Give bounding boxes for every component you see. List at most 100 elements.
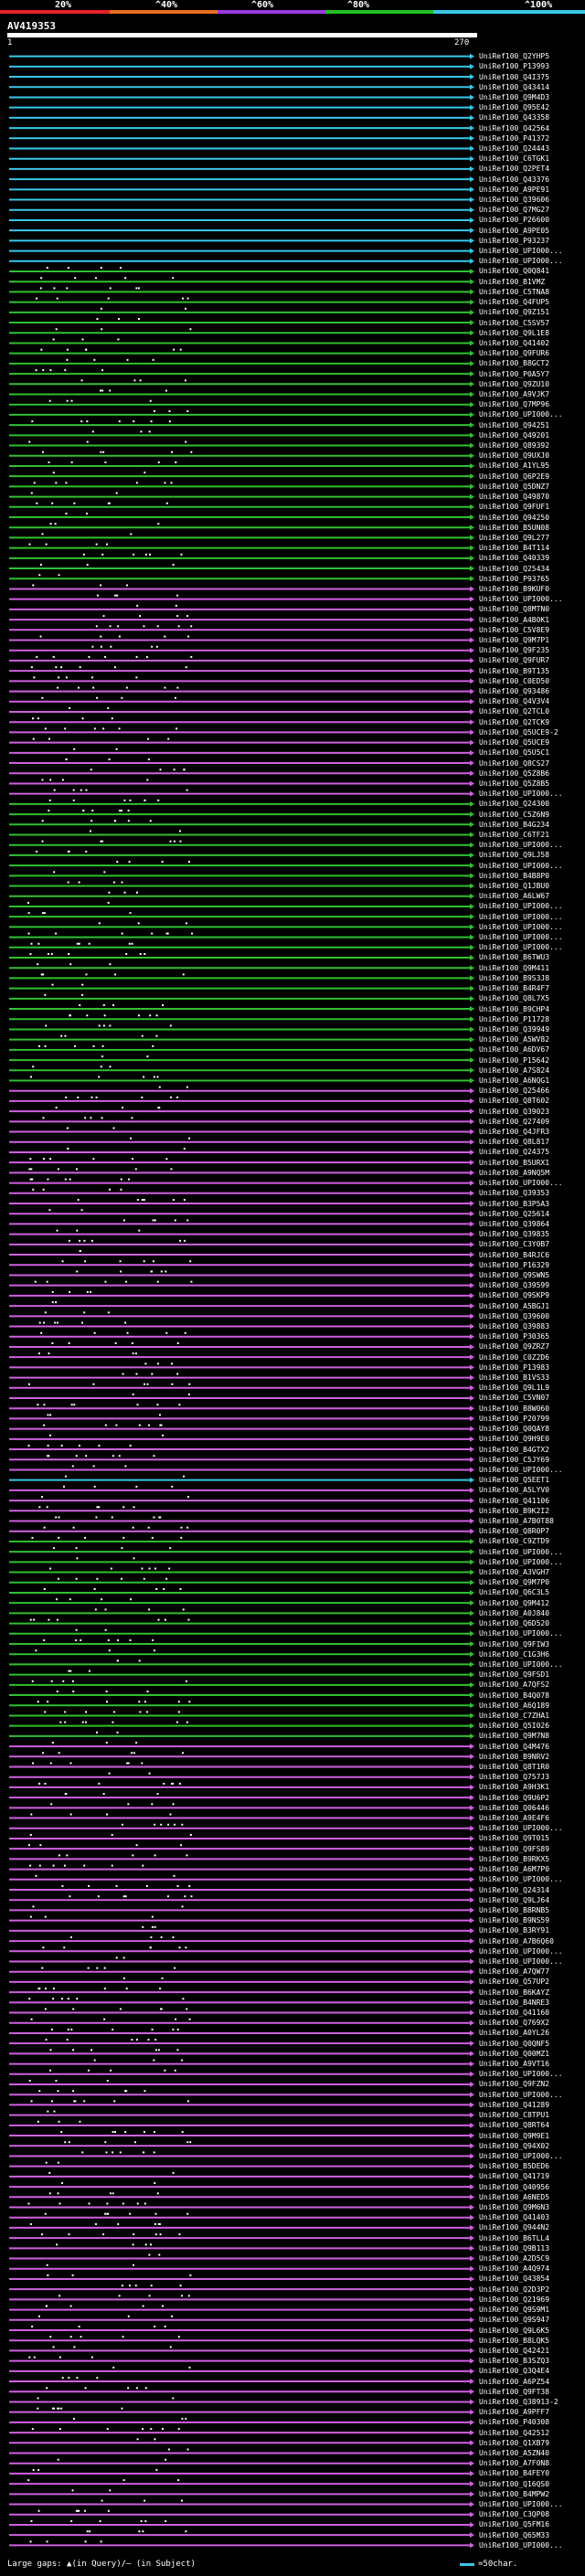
hit-label[interactable]: UniRef100_Q8R0P7 (479, 1527, 550, 1536)
hit-label[interactable]: UniRef100_B1VS33 (479, 1373, 550, 1383)
hit-label[interactable]: UniRef100_A9NQ5M (479, 1168, 550, 1177)
hit-label[interactable]: UniRef100_Q24314 (479, 1885, 550, 1894)
hit-label[interactable]: UniRef100_Q43376 (479, 175, 550, 184)
hit-label[interactable]: UniRef100_B4G234 (479, 820, 550, 829)
hit-label[interactable]: UniRef100_Q9ZU10 (479, 379, 550, 388)
hit-label[interactable]: UniRef100_Q16QS0 (479, 2479, 550, 2488)
hit-label[interactable]: UniRef100_UPI000... (479, 861, 563, 870)
hit-label[interactable]: UniRef100_B3P5A3 (479, 1199, 550, 1208)
hit-label[interactable]: UniRef100_C9ZTD9 (479, 1537, 550, 1546)
hit-label[interactable]: UniRef100_A9PE05 (479, 226, 550, 235)
hit-label[interactable]: UniRef100_Q8L7X5 (479, 994, 550, 1003)
hit-label[interactable]: UniRef100_Q25614 (479, 1209, 550, 1218)
hit-label[interactable]: UniRef100_Q8L817 (479, 1138, 550, 1147)
hit-label[interactable]: UniRef100_P11728 (479, 1014, 550, 1023)
hit-label[interactable]: UniRef100_Q9F235 (479, 646, 550, 655)
hit-label[interactable]: UniRef100_Q9FUF1 (479, 503, 550, 512)
hit-label[interactable]: UniRef100_B5DED6 (479, 2162, 550, 2171)
hit-label[interactable]: UniRef100_Q49870 (479, 493, 550, 502)
hit-label[interactable]: UniRef100_Q944N2 (479, 2223, 550, 2232)
hit-label[interactable]: UniRef100_A9VT16 (479, 2060, 550, 2069)
hit-label[interactable]: UniRef100_C5SV57 (479, 318, 550, 327)
hit-label[interactable]: UniRef100_B9CHP4 (479, 1004, 550, 1013)
hit-label[interactable]: UniRef100_Q24375 (479, 1148, 550, 1157)
hit-label[interactable]: UniRef100_Q9FZN2 (479, 2080, 550, 2089)
hit-label[interactable]: UniRef100_P40308 (479, 2418, 550, 2427)
hit-label[interactable]: UniRef100_Q2PET4 (479, 164, 550, 174)
hit-label[interactable]: UniRef100_UPI000... (479, 1179, 563, 1188)
hit-label[interactable]: UniRef100_Q5I026 (479, 1722, 550, 1731)
hit-label[interactable]: UniRef100_UPI000... (479, 912, 563, 921)
hit-label[interactable]: UniRef100_A6PZ54 (479, 2377, 550, 2386)
hit-label[interactable]: UniRef100_B6KAYZ (479, 1988, 550, 1997)
hit-label[interactable]: UniRef100_Q0QNF5 (479, 2039, 550, 2048)
hit-label[interactable]: UniRef100_A5ZN40 (479, 2449, 550, 2457)
hit-label[interactable]: UniRef100_B9K2I2 (479, 1506, 550, 1515)
hit-label[interactable]: UniRef100_Q9FSD1 (479, 1670, 550, 1680)
hit-label[interactable]: UniRef100_Q39864 (479, 1219, 550, 1228)
hit-label[interactable]: UniRef100_Q9SWN5 (479, 1270, 550, 1279)
hit-label[interactable]: UniRef100_P30365 (479, 1332, 550, 1341)
hit-label[interactable]: UniRef100_UPI000... (479, 1875, 563, 1884)
hit-label[interactable]: UniRef100_Q9M6N3 (479, 2202, 550, 2211)
hit-label[interactable]: UniRef100_B8LQK5 (479, 2336, 550, 2345)
hit-label[interactable]: UniRef100_UPI000... (479, 1824, 563, 1833)
hit-label[interactable]: UniRef100_Q6D520 (479, 1619, 550, 1628)
hit-label[interactable]: UniRef100_Q41289 (479, 2100, 550, 2109)
hit-label[interactable]: UniRef100_Q94X02 (479, 2141, 550, 2150)
hit-label[interactable]: UniRef100_P13983 (479, 1362, 550, 1372)
hit-label[interactable]: UniRef100_C5Z6N9 (479, 810, 550, 819)
hit-label[interactable]: UniRef100_UPI000... (479, 1547, 563, 1556)
hit-label[interactable]: UniRef100_Q43358 (479, 113, 550, 122)
hit-label[interactable]: UniRef100_Q41160 (479, 2009, 550, 2018)
hit-label[interactable]: UniRef100_Q24443 (479, 143, 550, 153)
hit-label[interactable]: UniRef100_Q9T015 (479, 1834, 550, 1843)
hit-label[interactable]: UniRef100_Q769X2 (479, 2019, 550, 2028)
hit-label[interactable]: UniRef100_B4FEY0 (479, 2469, 550, 2478)
hit-label[interactable]: UniRef100_B9T135 (479, 666, 550, 675)
hit-label[interactable]: UniRef100_Q39949 (479, 1024, 550, 1034)
hit-label[interactable]: UniRef100_B8GCT2 (479, 359, 550, 368)
hit-label[interactable]: UniRef100_Q1JBU0 (479, 882, 550, 891)
hit-label[interactable]: UniRef100_Q39835 (479, 1230, 550, 1239)
hit-label[interactable]: UniRef100_Q9B113 (479, 2243, 550, 2253)
hit-label[interactable]: UniRef100_Q8MTN0 (479, 605, 550, 614)
hit-label[interactable]: UniRef100_Q9FIW3 (479, 1639, 550, 1648)
hit-label[interactable]: UniRef100_C1G3H6 (479, 1649, 550, 1659)
hit-label[interactable]: UniRef100_B4MPW2 (479, 2489, 550, 2498)
hit-label[interactable]: UniRef100_B3SZQ3 (479, 2357, 550, 2366)
hit-label[interactable]: UniRef100_A6LW67 (479, 892, 550, 901)
hit-label[interactable]: UniRef100_Q94250 (479, 513, 550, 522)
hit-label[interactable]: UniRef100_B4RJC6 (479, 1250, 550, 1259)
hit-label[interactable]: UniRef100_A7F0N8 (479, 2459, 550, 2468)
hit-label[interactable]: UniRef100_B9NS59 (479, 1916, 550, 1925)
hit-label[interactable]: UniRef100_Q42564 (479, 123, 550, 133)
hit-label[interactable]: UniRef100_Q3Q4E4 (479, 2367, 550, 2376)
hit-label[interactable]: UniRef100_Q8CS27 (479, 758, 550, 768)
hit-label[interactable]: UniRef100_UPI000... (479, 1659, 563, 1669)
hit-label[interactable]: UniRef100_UPI000... (479, 902, 563, 911)
hit-label[interactable]: UniRef100_A4Q974 (479, 2264, 550, 2274)
hit-label[interactable]: UniRef100_P13993 (479, 62, 550, 71)
hit-label[interactable]: UniRef100_C5TNA8 (479, 287, 550, 296)
hit-label[interactable]: UniRef100_Q06446 (479, 1803, 550, 1812)
hit-label[interactable]: UniRef100_Q49201 (479, 430, 550, 440)
hit-label[interactable]: UniRef100_Q95E42 (479, 103, 550, 112)
hit-label[interactable]: UniRef100_Q4I375 (479, 72, 550, 81)
hit-label[interactable]: UniRef100_UPI000... (479, 790, 563, 799)
hit-label[interactable]: UniRef100_Q40956 (479, 2182, 550, 2191)
hit-label[interactable]: UniRef100_UPI000... (479, 410, 563, 419)
hit-label[interactable]: UniRef100_Q1XB79 (479, 2438, 550, 2447)
hit-label[interactable]: UniRef100_Q40339 (479, 554, 550, 563)
hit-label[interactable]: UniRef100_A6M7P0 (479, 1865, 550, 1874)
hit-label[interactable]: UniRef100_Q41719 (479, 2172, 550, 2181)
hit-label[interactable]: UniRef100_C5JY69 (479, 1455, 550, 1464)
hit-label[interactable]: UniRef100_Q9FUR6 (479, 349, 550, 358)
hit-label[interactable]: UniRef100_Q9M412 (479, 1598, 550, 1607)
hit-label[interactable]: UniRef100_UPI000... (479, 933, 563, 942)
hit-label[interactable]: UniRef100_B9KUF0 (479, 584, 550, 593)
hit-label[interactable]: UniRef100_A9PE91 (479, 185, 550, 194)
hit-label[interactable]: UniRef100_C5V8E9 (479, 625, 550, 634)
hit-label[interactable]: UniRef100_Q757J3 (479, 1773, 550, 1782)
hit-label[interactable]: UniRef100_Q24300 (479, 800, 550, 809)
